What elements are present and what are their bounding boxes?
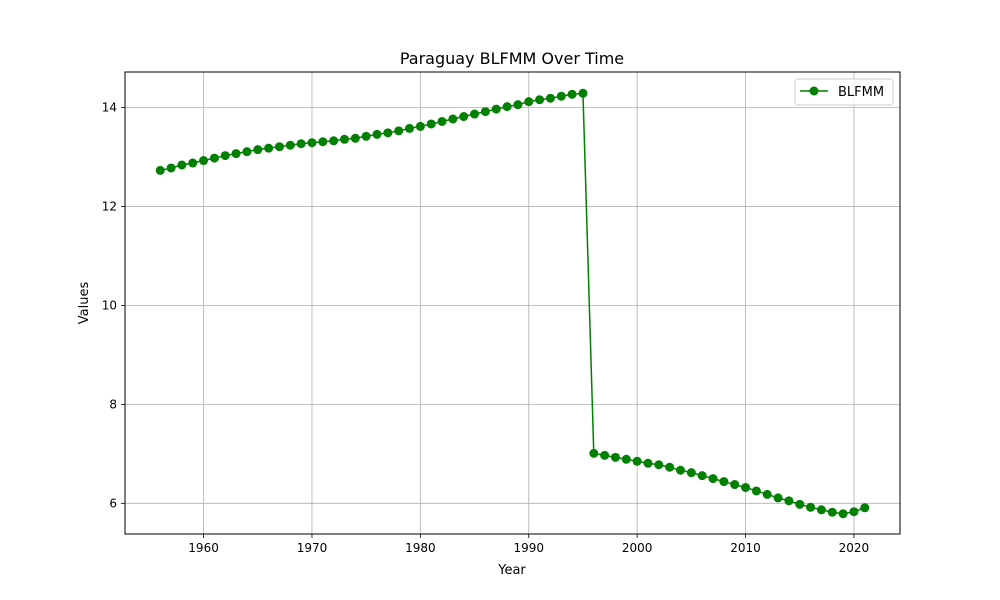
data-point bbox=[405, 123, 415, 133]
series-line bbox=[160, 92, 866, 515]
legend: BLFMM bbox=[794, 78, 894, 106]
y-axis-label: Values bbox=[77, 282, 92, 325]
data-point bbox=[838, 509, 848, 519]
data-point bbox=[177, 160, 187, 170]
y-tick-label: 14 bbox=[102, 101, 117, 115]
data-point bbox=[524, 97, 534, 107]
grid bbox=[125, 72, 900, 534]
data-point bbox=[188, 158, 198, 168]
data-point bbox=[600, 450, 610, 460]
data-point bbox=[665, 462, 675, 472]
legend-box bbox=[794, 78, 894, 106]
data-point bbox=[383, 128, 393, 138]
data-point bbox=[643, 458, 653, 468]
legend-label: BLFMM bbox=[838, 85, 884, 100]
data-point bbox=[676, 465, 686, 475]
data-point bbox=[741, 483, 751, 493]
data-point bbox=[318, 137, 328, 147]
x-tick-label: 1990 bbox=[513, 541, 544, 555]
data-point bbox=[632, 456, 642, 466]
data-point bbox=[296, 139, 306, 149]
chart-title: Paraguay BLFMM Over Time bbox=[400, 49, 624, 68]
x-tick-label: 2010 bbox=[730, 541, 761, 555]
data-point bbox=[339, 134, 349, 144]
y-tick-label: 8 bbox=[109, 397, 117, 411]
y-tick-label: 12 bbox=[102, 200, 117, 214]
data-point bbox=[762, 489, 772, 499]
data-point bbox=[806, 502, 816, 512]
data-point bbox=[209, 153, 219, 163]
data-point bbox=[220, 151, 230, 161]
data-point bbox=[784, 496, 794, 506]
data-point bbox=[751, 486, 761, 496]
data-point bbox=[448, 114, 458, 124]
data-point bbox=[480, 107, 490, 117]
data-point bbox=[556, 91, 566, 101]
data-point bbox=[415, 121, 425, 131]
data-point bbox=[860, 503, 870, 513]
data-point bbox=[437, 116, 447, 126]
data-point bbox=[361, 131, 371, 141]
x-tick-label: 2020 bbox=[839, 541, 870, 555]
data-point bbox=[470, 109, 480, 119]
data-point bbox=[491, 104, 501, 114]
data-point bbox=[610, 452, 620, 462]
plot-frame bbox=[124, 71, 901, 535]
data-point bbox=[578, 88, 588, 98]
data-point bbox=[264, 143, 274, 153]
x-tick-label: 1970 bbox=[297, 541, 328, 555]
data-point bbox=[242, 147, 252, 157]
data-point bbox=[773, 493, 783, 503]
data-point bbox=[654, 460, 664, 470]
data-point bbox=[567, 89, 577, 99]
data-point bbox=[231, 149, 241, 159]
data-point bbox=[426, 119, 436, 129]
data-point bbox=[307, 138, 317, 148]
data-point bbox=[502, 102, 512, 112]
x-tick-label: 2000 bbox=[622, 541, 653, 555]
data-point bbox=[621, 454, 631, 464]
data-point bbox=[459, 112, 469, 122]
y-tick-label: 6 bbox=[109, 496, 117, 510]
data-point bbox=[155, 165, 165, 175]
data-point bbox=[816, 505, 826, 515]
data-point bbox=[795, 499, 805, 509]
data-point bbox=[372, 129, 382, 139]
data-point bbox=[253, 145, 263, 155]
x-axis-label: Year bbox=[497, 563, 526, 578]
data-point bbox=[686, 468, 696, 478]
data-point bbox=[708, 474, 718, 484]
data-point bbox=[199, 156, 209, 166]
data-point bbox=[730, 480, 740, 490]
data-point bbox=[697, 471, 707, 481]
data-point bbox=[849, 507, 859, 517]
data-point bbox=[285, 140, 295, 150]
axis-ticks: 1960 1970 1980 1990 2000 2010 2020 6 8 10 12 14 bbox=[102, 101, 869, 555]
data-point bbox=[535, 95, 545, 105]
data-point bbox=[827, 507, 837, 517]
data-point bbox=[545, 93, 555, 103]
data-point bbox=[274, 142, 284, 152]
x-tick-label: 1960 bbox=[188, 541, 219, 555]
y-tick-label: 10 bbox=[102, 298, 117, 312]
x-tick-label: 1980 bbox=[405, 541, 436, 555]
data-point bbox=[513, 100, 523, 110]
data-point bbox=[589, 448, 599, 458]
data-point bbox=[350, 133, 360, 143]
data-point bbox=[394, 126, 404, 136]
data-point bbox=[719, 477, 729, 487]
data-point bbox=[166, 163, 176, 173]
series-layer bbox=[155, 88, 870, 519]
legend-marker bbox=[809, 86, 819, 96]
data-point bbox=[329, 136, 339, 146]
